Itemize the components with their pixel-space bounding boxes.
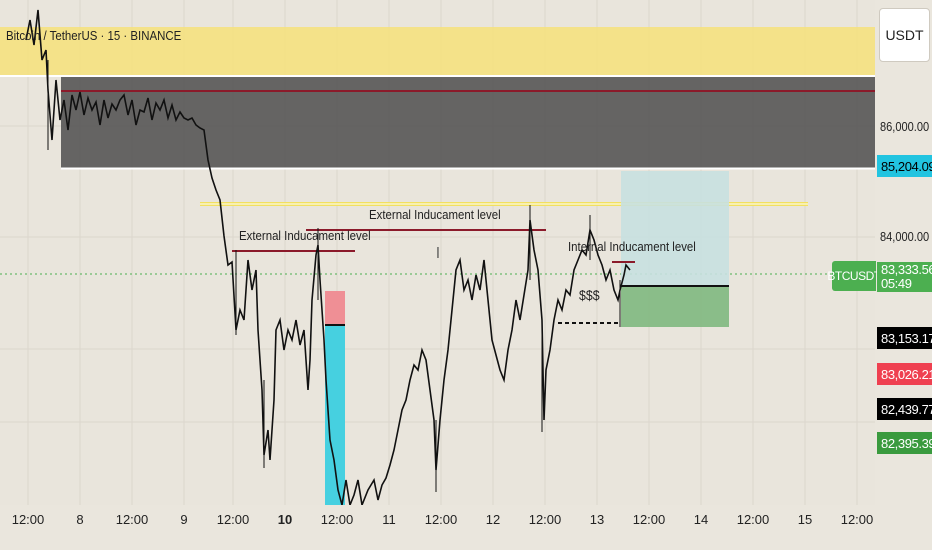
symbol-tag: BTCUSDT [827, 261, 881, 291]
time-label: 13 [589, 512, 605, 527]
time-label: 10 [277, 512, 293, 527]
supply-zone-yellow[interactable] [0, 27, 875, 75]
last-price-tag: 83,333.56 05:49 [877, 262, 932, 292]
time-label: 12 [485, 512, 501, 527]
liquidity-label: $$$ [579, 287, 600, 303]
time-label: 12:00 [320, 512, 354, 527]
time-label: 9 [180, 512, 188, 527]
candle-wicks [47, 60, 621, 492]
order-block-dark[interactable] [61, 77, 875, 168]
text-cursor-icon: I [436, 245, 440, 262]
sell-stop-zone[interactable] [325, 291, 345, 325]
time-axis[interactable] [0, 505, 875, 550]
currency-button[interactable]: USDT [879, 8, 930, 62]
time-label: 12:00 [528, 512, 562, 527]
zone-top-price-tag: 85,204.09 [877, 155, 932, 177]
price-tag-4: 82,395.39 [877, 432, 932, 454]
time-label: 12:00 [424, 512, 458, 527]
price-tag-1: 83,153.17 [877, 327, 932, 349]
target-zone-teal[interactable] [621, 171, 729, 286]
time-label: 12:00 [11, 512, 45, 527]
time-label: 12:00 [216, 512, 250, 527]
bar-countdown: 05:49 [881, 276, 912, 291]
last-price-value: 83,333.56 [881, 262, 932, 277]
external-inducement-label-1: External Inducament level [239, 228, 371, 243]
chart-pane[interactable]: Bitcoin / TetherUS · 15 · BINANCE Extern… [0, 0, 875, 505]
time-label: 12:00 [632, 512, 666, 527]
price-series-line [25, 9, 631, 505]
time-label: 12:00 [736, 512, 770, 527]
price-tag-2: 83,026.21 [877, 363, 932, 385]
external-inducement-label-2: External Inducament level [369, 207, 501, 222]
stop-zone-green[interactable] [621, 286, 729, 327]
time-label: 8 [76, 512, 84, 527]
time-label: 11 [382, 512, 396, 527]
price-tag-3: 82,439.77 [877, 398, 932, 420]
price-tick-84000: 84,000.00 [880, 229, 930, 244]
buy-target-zone[interactable] [325, 325, 345, 505]
internal-inducement-label: Internal Inducament level [568, 239, 696, 254]
time-label: 12:00 [840, 512, 874, 527]
price-tick-86000: 86,000.00 [880, 119, 930, 134]
time-label: 14 [693, 512, 709, 527]
chart-canvas[interactable] [0, 0, 875, 505]
time-label: 15 [797, 512, 813, 527]
symbol-title[interactable]: Bitcoin / TetherUS · 15 · BINANCE [6, 28, 182, 43]
time-label: 12:00 [115, 512, 149, 527]
